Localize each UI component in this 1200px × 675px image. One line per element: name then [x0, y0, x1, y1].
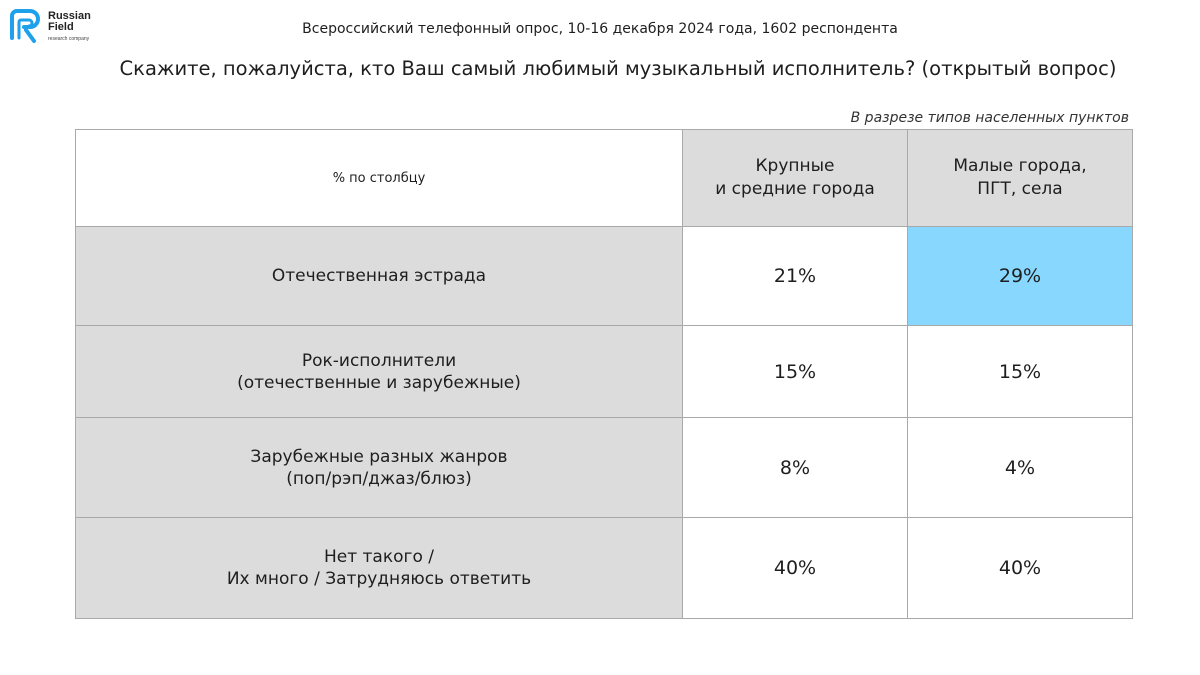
table-cell-value: 21% — [682, 226, 908, 326]
table-cell-value: 15% — [907, 325, 1133, 418]
table-cell-value: 4% — [907, 417, 1133, 518]
russian-field-logo-icon — [10, 9, 40, 43]
logo-tagline: research company — [48, 36, 90, 42]
logo-wordmark: Russian Field — [48, 11, 91, 33]
breakdown-note: В разрезе типов населенных пунктов — [850, 110, 1129, 126]
table-header-row: % по столбцу Крупные и средние города Ма… — [75, 129, 1133, 227]
table-row: Зарубежные разных жанров (поп/рэп/джаз/б… — [75, 417, 1133, 518]
page-title: Скажите, пожалуйста, кто Ваш самый любим… — [119, 57, 1117, 80]
row-label: Рок-исполнители (отечественные и зарубеж… — [75, 325, 683, 418]
logo-name-line2: Field — [48, 21, 74, 33]
table-corner-label: % по столбцу — [75, 129, 683, 227]
row-label: Отечественная эстрада — [75, 226, 683, 326]
table-row: Нет такого / Их много / Затрудняюсь отве… — [75, 517, 1133, 619]
table-row: Рок-исполнители (отечественные и зарубеж… — [75, 325, 1133, 418]
table-row: Отечественная эстрада 21% 29% — [75, 226, 1133, 326]
logo-name-line1: Russian — [48, 10, 91, 22]
column-header-small-towns: Малые города, ПГТ, села — [907, 129, 1133, 227]
table-cell-value: 15% — [682, 325, 908, 418]
row-label: Зарубежные разных жанров (поп/рэп/джаз/б… — [75, 417, 683, 518]
table-cell-value: 8% — [682, 417, 908, 518]
row-label: Нет такого / Их много / Затрудняюсь отве… — [75, 517, 683, 619]
company-logo: Russian Field research company — [8, 8, 98, 48]
survey-info: Всероссийский телефонный опрос, 10-16 де… — [302, 21, 898, 37]
table-cell-value-highlighted: 29% — [907, 226, 1133, 326]
column-header-large-cities: Крупные и средние города — [682, 129, 908, 227]
table-cell-value: 40% — [907, 517, 1133, 619]
table-cell-value: 40% — [682, 517, 908, 619]
results-table: % по столбцу Крупные и средние города Ма… — [75, 129, 1133, 619]
